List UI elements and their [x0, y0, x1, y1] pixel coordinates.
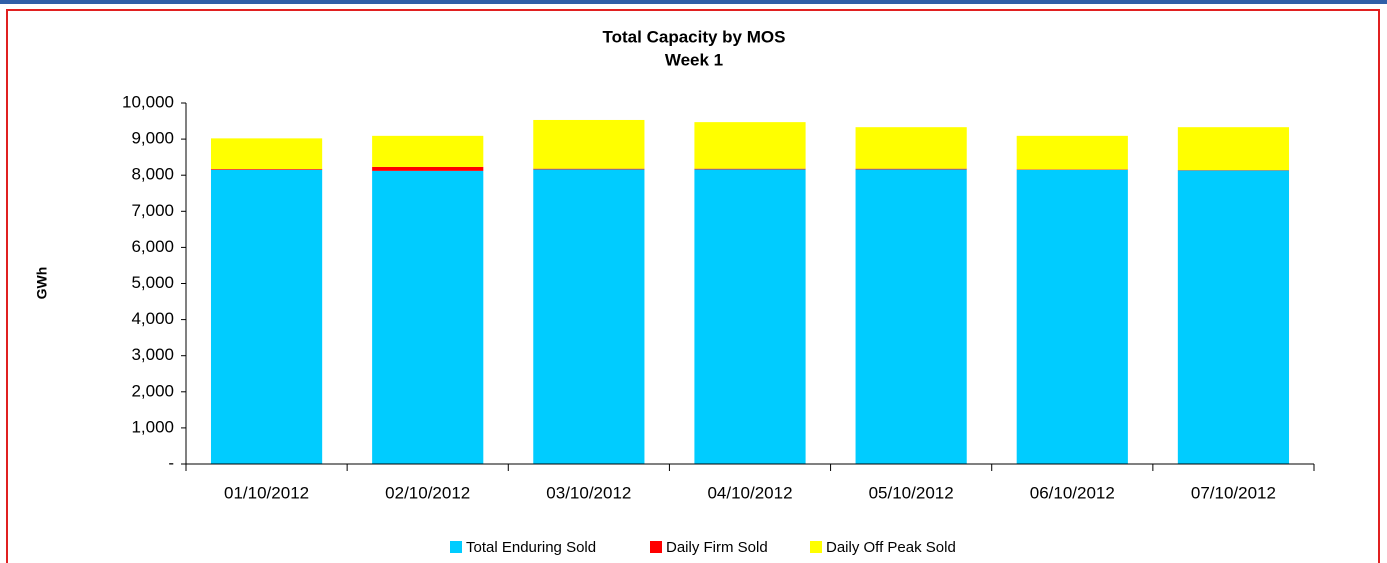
y-tick-label: 6,000: [131, 237, 174, 256]
bar-segment: [372, 166, 484, 171]
bar-segment: [210, 138, 323, 170]
legend-label: Total Enduring Sold: [466, 539, 596, 556]
bar-segment: [1016, 135, 1128, 170]
x-tick-label: 06/10/2012: [1030, 483, 1115, 502]
legend-swatch: [810, 541, 822, 553]
bar-segment: [694, 168, 806, 170]
bar-segment: [210, 169, 323, 170]
y-axis-label: GWh: [34, 267, 50, 300]
x-tick-label: 03/10/2012: [546, 483, 631, 502]
y-tick-label: 5,000: [131, 273, 174, 292]
bar-segment: [372, 170, 484, 465]
legend-swatch: [450, 541, 462, 553]
chart-title: Total Capacity by MOS: [603, 27, 786, 46]
y-tick-label: 1,000: [131, 417, 174, 436]
y-tick-label: 8,000: [131, 165, 174, 184]
x-tick-label: 02/10/2012: [385, 483, 470, 502]
y-tick-label: 3,000: [131, 345, 174, 364]
bar-segment: [694, 169, 806, 464]
bar-segment: [533, 168, 645, 170]
bar-segment: [372, 135, 484, 167]
bar-segment: [210, 169, 323, 464]
bar-segment: [855, 127, 967, 169]
legend-label: Daily Firm Sold: [666, 539, 768, 556]
bar-segment: [533, 169, 645, 464]
x-tick-label: 07/10/2012: [1191, 483, 1276, 502]
x-tick-label: 01/10/2012: [224, 483, 309, 502]
frame: [6, 9, 1380, 563]
y-tick-label: 9,000: [131, 129, 174, 148]
bar-segment: [1177, 170, 1290, 464]
bar-segment: [533, 119, 645, 169]
x-tick-label: 05/10/2012: [869, 483, 954, 502]
bar-segment: [1177, 127, 1290, 171]
x-tick-label: 04/10/2012: [707, 483, 792, 502]
bar-segment: [694, 122, 806, 169]
bar-segment: [855, 169, 967, 464]
chart-subtitle: Week 1: [665, 50, 723, 69]
bar-segment: [1016, 169, 1128, 464]
y-tick-label: -: [168, 453, 174, 472]
y-tick-label: 7,000: [131, 201, 174, 220]
bar-segment: [855, 168, 967, 170]
top-band: [0, 0, 1387, 4]
y-tick-label: 10,000: [122, 92, 174, 111]
y-tick-label: 2,000: [131, 381, 174, 400]
y-tick-label: 4,000: [131, 309, 174, 328]
legend-swatch: [650, 541, 662, 553]
legend-label: Daily Off Peak Sold: [826, 539, 956, 556]
